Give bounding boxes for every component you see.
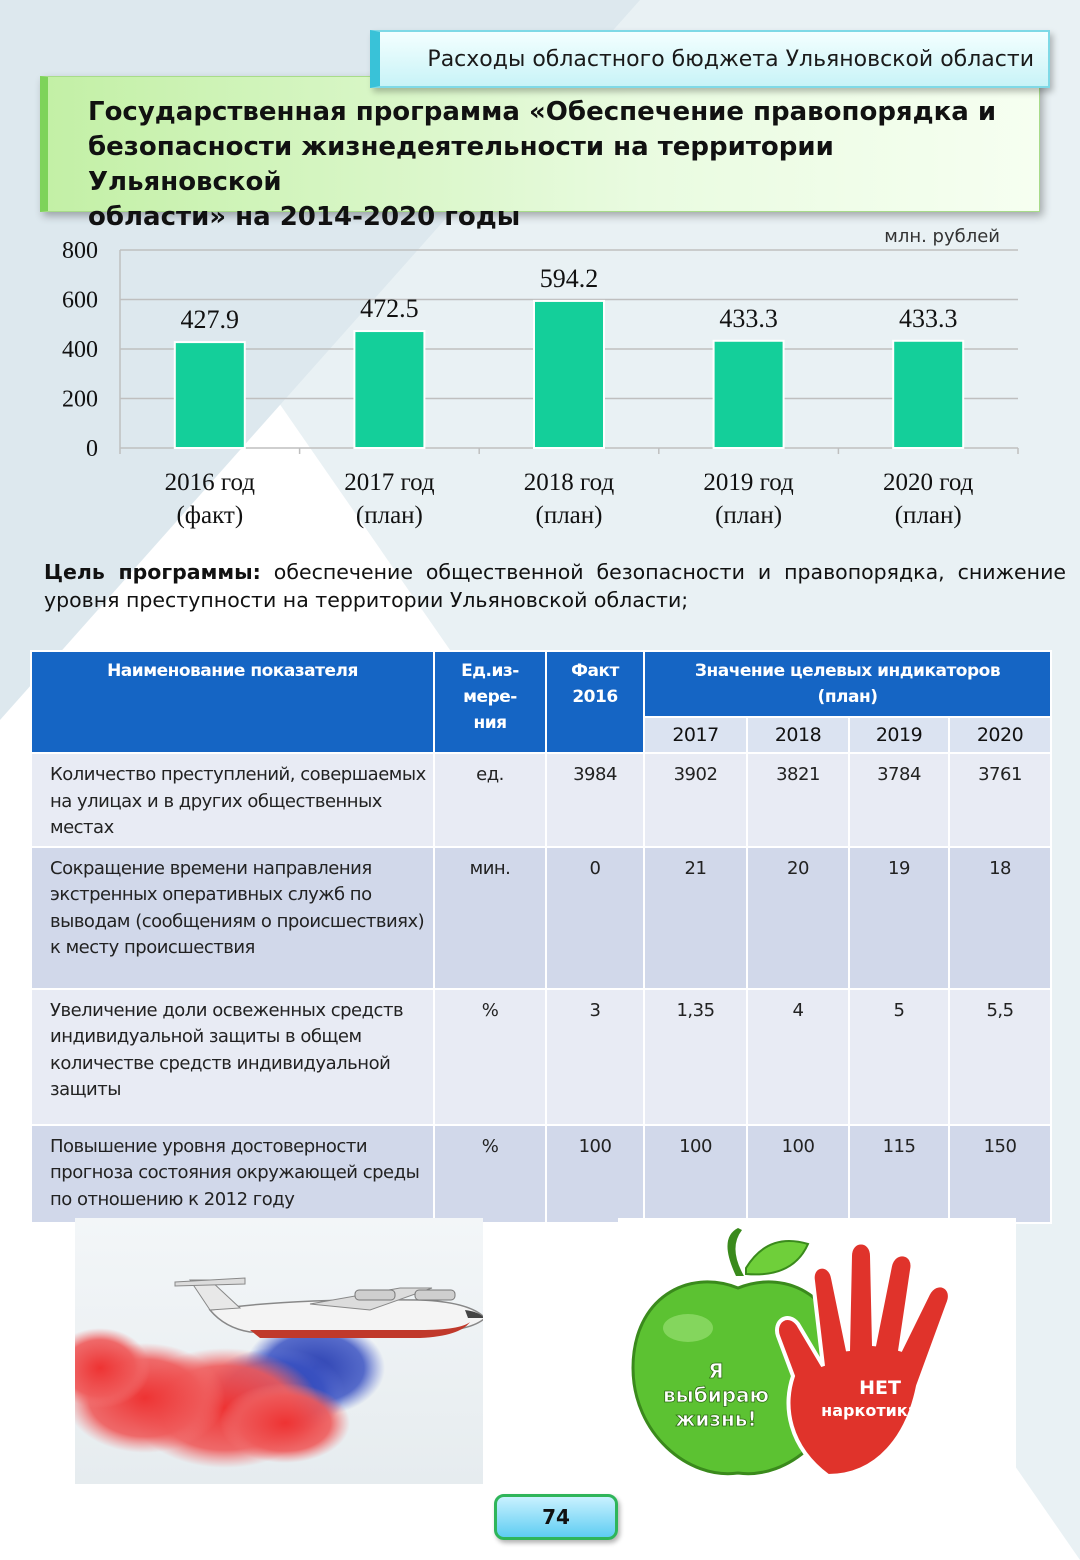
apple-text-3: жизнь! <box>675 1407 756 1431</box>
program-title-line-2: безопасности жизнедеятельности на террит… <box>88 132 834 197</box>
indicator-unit: мин. <box>433 845 547 990</box>
table-row: Количество преступлений, совершаемых на … <box>30 752 1053 848</box>
indicator-2017: 1,35 <box>643 987 748 1126</box>
header-fact: Факт 2016 <box>545 650 645 754</box>
header-target-values: Значение целевых индикаторов (план) <box>642 650 1053 718</box>
program-title: Государственная программа «Обеспечение п… <box>88 95 1009 235</box>
category-label-0-line2: (факт) <box>176 502 243 529</box>
program-goal: Цель программы: обеспечение общественной… <box>44 558 1066 614</box>
indicator-2017: 21 <box>643 845 748 990</box>
section-header-tab: Расходы областного бюджета Ульяновской о… <box>370 30 1050 88</box>
chart-category-labels: 2016 год (факт) 2017 год (план) 2018 год (пла… <box>165 469 974 529</box>
indicator-name: Увеличение доли освеженных средств индив… <box>30 987 435 1126</box>
header-year-2020: 2020 <box>947 716 1053 754</box>
indicator-fact: 0 <box>545 845 645 990</box>
title-box: Государственная программа «Обеспечение п… <box>40 76 1040 232</box>
category-label-2-line2: (план) <box>536 502 603 529</box>
indicator-2020: 150 <box>947 1123 1053 1224</box>
bar-1 <box>353 330 426 449</box>
indicator-2019: 19 <box>848 845 950 990</box>
value-label-1: 472.5 <box>360 294 419 323</box>
indicator-2018: 4 <box>746 987 850 1126</box>
y-tick-label-400: 400 <box>62 337 98 363</box>
chart-bars <box>173 299 965 449</box>
bar-0 <box>173 341 246 449</box>
header-year-2019: 2019 <box>848 716 950 754</box>
indicator-2018: 100 <box>746 1123 850 1224</box>
y-tick-label-0: 0 <box>86 436 98 462</box>
indicator-name: Сокращение времени направления экстренны… <box>30 845 435 990</box>
apple-text-2: выбираю <box>663 1383 769 1407</box>
chart-unit-label: млн. рублей <box>884 226 1000 247</box>
indicator-2020: 3761 <box>947 752 1053 848</box>
program-title-line-1: Государственная программа «Обеспечение п… <box>88 97 997 127</box>
indicator-unit: ед. <box>433 752 547 848</box>
category-label-2-line1: 2018 год <box>524 469 615 496</box>
hand-text-2: наркотикам! <box>821 1401 939 1420</box>
value-label-0: 427.9 <box>181 305 240 334</box>
indicator-unit: % <box>433 1123 547 1224</box>
program-title-line-3: области» на 2014-2020 годы <box>88 202 521 232</box>
firefighting-aircraft-photo <box>75 1218 483 1484</box>
indicator-name: Повышение уровня достоверности прогноза … <box>30 1123 435 1224</box>
bar-4 <box>892 339 965 449</box>
indicator-fact: 3 <box>545 987 645 1126</box>
table-row: Повышение уровня достоверности прогноза … <box>30 1123 1053 1224</box>
value-label-2: 594.2 <box>540 264 599 293</box>
section-title: Расходы областного бюджета Ульяновской о… <box>427 46 1034 72</box>
indicator-2019: 3784 <box>848 752 950 848</box>
indicator-2018: 3821 <box>746 752 850 848</box>
indicator-2020: 18 <box>947 845 1053 990</box>
aircraft-illustration <box>75 1218 483 1484</box>
table-row: Увеличение доли освеженных средств индив… <box>30 987 1053 1126</box>
indicator-fact: 3984 <box>545 752 645 848</box>
table-row: Сокращение времени направления экстренны… <box>30 845 1053 990</box>
category-label-1-line2: (план) <box>356 502 423 529</box>
category-label-3-line2: (план) <box>715 502 782 529</box>
indicator-name: Количество преступлений, совершаемых на … <box>30 752 435 848</box>
category-label-0-line1: 2016 год <box>165 469 256 496</box>
value-label-4: 433.3 <box>899 304 958 333</box>
header-unit: Ед.из-мере-ния <box>433 650 547 754</box>
indicator-fact: 100 <box>545 1123 645 1224</box>
header-year-2018: 2018 <box>746 716 850 754</box>
indicator-2020: 5,5 <box>947 987 1053 1126</box>
indicators-table: Наименование показателя Ед.из-мере-ния Ф… <box>30 650 1053 1224</box>
poster-illustration: Я выбираю жизнь! НЕТ наркотикам! <box>631 1228 952 1479</box>
indicator-2017: 100 <box>643 1123 748 1224</box>
category-label-4-line1: 2020 год <box>883 469 974 496</box>
page-number: 74 <box>494 1494 618 1540</box>
bar-2 <box>533 299 605 449</box>
value-label-3: 433.3 <box>719 304 778 333</box>
indicator-unit: % <box>433 987 547 1126</box>
y-tick-label-200: 200 <box>62 387 98 413</box>
goal-label: Цель программы: <box>44 560 261 584</box>
page-number-text: 74 <box>542 1505 570 1529</box>
indicator-2018: 20 <box>746 845 850 990</box>
category-label-4-line2: (план) <box>895 502 962 529</box>
header-indicator-name: Наименование показателя <box>30 650 435 754</box>
y-tick-label-800: 800 <box>62 238 98 264</box>
indicator-2019: 5 <box>848 987 950 1126</box>
chart-svg: млн. рублей 0 200 400 600 800 427.9 472.5 594.… <box>62 226 1019 529</box>
chart-y-ticks: 0 200 400 600 800 <box>62 238 98 462</box>
indicator-2017: 3902 <box>643 752 748 848</box>
indicator-2019: 115 <box>848 1123 950 1224</box>
bar-3 <box>712 339 785 449</box>
category-label-1-line1: 2017 год <box>344 469 435 496</box>
budget-bar-chart: млн. рублей 0 200 400 600 800 427.9 472.5 594.… <box>40 220 1040 540</box>
apple-text-1: Я <box>708 1359 723 1383</box>
hand-text-1: НЕТ <box>859 1377 901 1399</box>
header-year-2017: 2017 <box>643 716 748 754</box>
chart-value-labels: 427.9 472.5 594.2 433.3 433.3 <box>181 264 958 334</box>
anti-drug-poster: Я выбираю жизнь! НЕТ наркотикам! <box>618 1218 1016 1484</box>
category-label-3-line1: 2019 год <box>703 469 794 496</box>
goal-text: обеспечение общественной безопасности и … <box>44 560 1066 612</box>
y-tick-label-600: 600 <box>62 288 98 314</box>
